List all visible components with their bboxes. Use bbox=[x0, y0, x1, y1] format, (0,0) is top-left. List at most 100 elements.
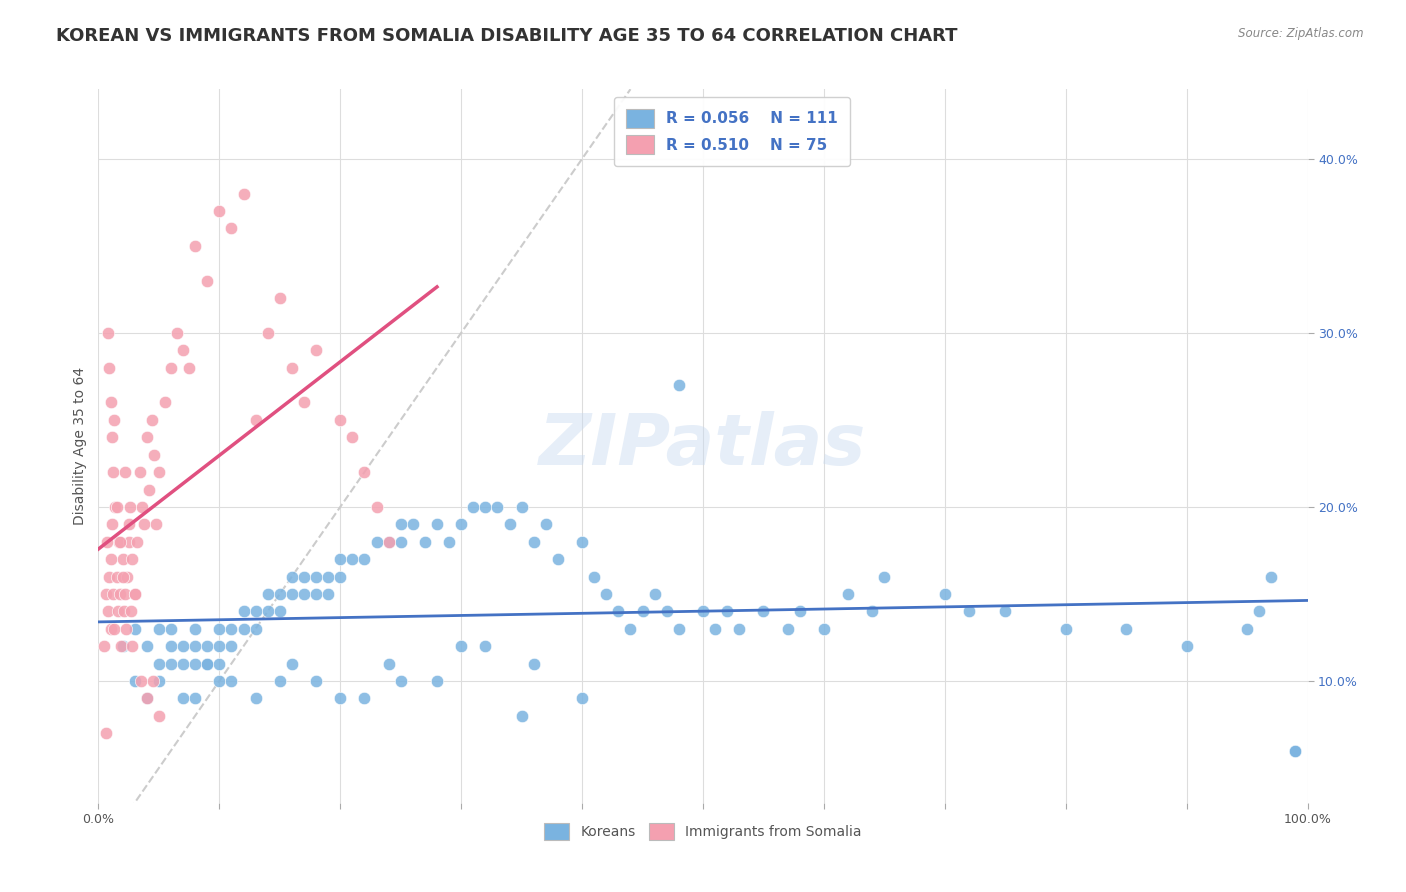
Point bbox=[94, 726, 117, 740]
Text: KOREAN VS IMMIGRANTS FROM SOMALIA DISABILITY AGE 35 TO 64 CORRELATION CHART: KOREAN VS IMMIGRANTS FROM SOMALIA DISABI… bbox=[56, 27, 957, 45]
Point bbox=[716, 604, 738, 618]
Point bbox=[389, 673, 412, 688]
Point bbox=[97, 326, 120, 340]
Point bbox=[114, 587, 136, 601]
Point bbox=[245, 413, 267, 427]
Point bbox=[366, 534, 388, 549]
Point bbox=[377, 657, 399, 671]
Point bbox=[232, 622, 254, 636]
Point bbox=[316, 569, 339, 583]
Point bbox=[135, 639, 157, 653]
Point bbox=[668, 378, 690, 392]
Point bbox=[94, 587, 117, 601]
Legend: Koreans, Immigrants from Somalia: Koreans, Immigrants from Somalia bbox=[538, 818, 868, 846]
Point bbox=[128, 465, 150, 479]
Point bbox=[450, 639, 472, 653]
Point bbox=[498, 517, 520, 532]
Point bbox=[121, 552, 143, 566]
Point bbox=[111, 569, 134, 583]
Point bbox=[172, 691, 194, 706]
Point bbox=[142, 673, 165, 688]
Point bbox=[127, 534, 149, 549]
Point bbox=[1115, 622, 1137, 636]
Point bbox=[118, 517, 141, 532]
Point bbox=[292, 395, 315, 409]
Point bbox=[305, 343, 328, 358]
Point bbox=[166, 326, 188, 340]
Point bbox=[402, 517, 425, 532]
Point bbox=[101, 465, 124, 479]
Point bbox=[134, 517, 156, 532]
Point bbox=[124, 673, 146, 688]
Point bbox=[93, 639, 115, 653]
Point bbox=[534, 517, 557, 532]
Point bbox=[269, 587, 291, 601]
Point bbox=[692, 604, 714, 618]
Point bbox=[135, 430, 157, 444]
Point bbox=[957, 604, 980, 618]
Point bbox=[114, 465, 136, 479]
Point bbox=[389, 534, 412, 549]
Point bbox=[776, 622, 799, 636]
Point bbox=[143, 448, 166, 462]
Point bbox=[1284, 743, 1306, 757]
Point bbox=[184, 239, 207, 253]
Point bbox=[105, 569, 128, 583]
Point bbox=[547, 552, 569, 566]
Point bbox=[256, 326, 278, 340]
Point bbox=[1249, 604, 1271, 618]
Point bbox=[486, 500, 509, 514]
Point bbox=[728, 622, 751, 636]
Point bbox=[96, 534, 118, 549]
Point bbox=[245, 604, 267, 618]
Text: ZIPatlas: ZIPatlas bbox=[540, 411, 866, 481]
Point bbox=[329, 691, 352, 706]
Point bbox=[1236, 622, 1258, 636]
Point bbox=[129, 673, 152, 688]
Point bbox=[160, 622, 183, 636]
Point bbox=[463, 500, 485, 514]
Point bbox=[100, 395, 122, 409]
Point bbox=[208, 204, 231, 219]
Point bbox=[221, 221, 243, 235]
Point bbox=[752, 604, 775, 618]
Point bbox=[377, 534, 399, 549]
Point bbox=[208, 639, 231, 653]
Point bbox=[510, 500, 533, 514]
Point bbox=[184, 657, 207, 671]
Point bbox=[583, 569, 606, 583]
Point bbox=[148, 465, 170, 479]
Point bbox=[208, 622, 231, 636]
Point bbox=[208, 673, 231, 688]
Point bbox=[644, 587, 666, 601]
Point bbox=[510, 708, 533, 723]
Point bbox=[124, 587, 146, 601]
Point bbox=[292, 569, 315, 583]
Point bbox=[101, 587, 124, 601]
Point bbox=[934, 587, 956, 601]
Point bbox=[1054, 622, 1077, 636]
Point bbox=[329, 552, 352, 566]
Point bbox=[837, 587, 859, 601]
Point bbox=[145, 517, 167, 532]
Point bbox=[232, 186, 254, 201]
Point bbox=[103, 413, 125, 427]
Point bbox=[668, 622, 690, 636]
Point bbox=[631, 604, 654, 618]
Point bbox=[110, 639, 132, 653]
Point bbox=[256, 604, 278, 618]
Point bbox=[281, 587, 304, 601]
Point bbox=[98, 569, 121, 583]
Point bbox=[860, 604, 883, 618]
Point bbox=[389, 517, 412, 532]
Point bbox=[184, 691, 207, 706]
Point bbox=[704, 622, 727, 636]
Point bbox=[305, 673, 328, 688]
Point bbox=[377, 534, 399, 549]
Point bbox=[103, 622, 125, 636]
Point bbox=[108, 587, 131, 601]
Point bbox=[124, 587, 146, 601]
Point bbox=[108, 534, 131, 549]
Point bbox=[281, 569, 304, 583]
Point bbox=[426, 673, 449, 688]
